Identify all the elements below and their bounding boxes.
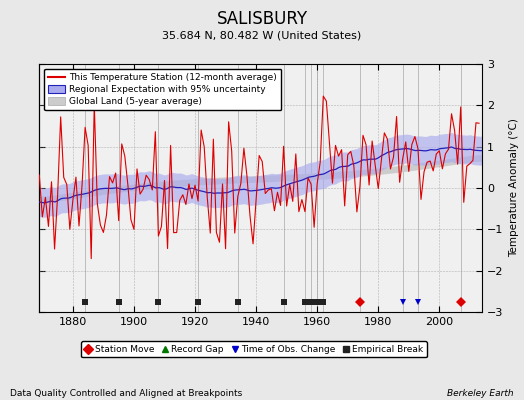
Text: Berkeley Earth: Berkeley Earth: [447, 389, 514, 398]
Text: 35.684 N, 80.482 W (United States): 35.684 N, 80.482 W (United States): [162, 30, 362, 40]
Text: Data Quality Controlled and Aligned at Breakpoints: Data Quality Controlled and Aligned at B…: [10, 389, 243, 398]
Y-axis label: Temperature Anomaly (°C): Temperature Anomaly (°C): [509, 118, 519, 258]
Legend: This Temperature Station (12-month average), Regional Expectation with 95% uncer: This Temperature Station (12-month avera…: [44, 68, 281, 110]
Legend: Station Move, Record Gap, Time of Obs. Change, Empirical Break: Station Move, Record Gap, Time of Obs. C…: [81, 341, 427, 358]
Text: SALISBURY: SALISBURY: [216, 10, 308, 28]
